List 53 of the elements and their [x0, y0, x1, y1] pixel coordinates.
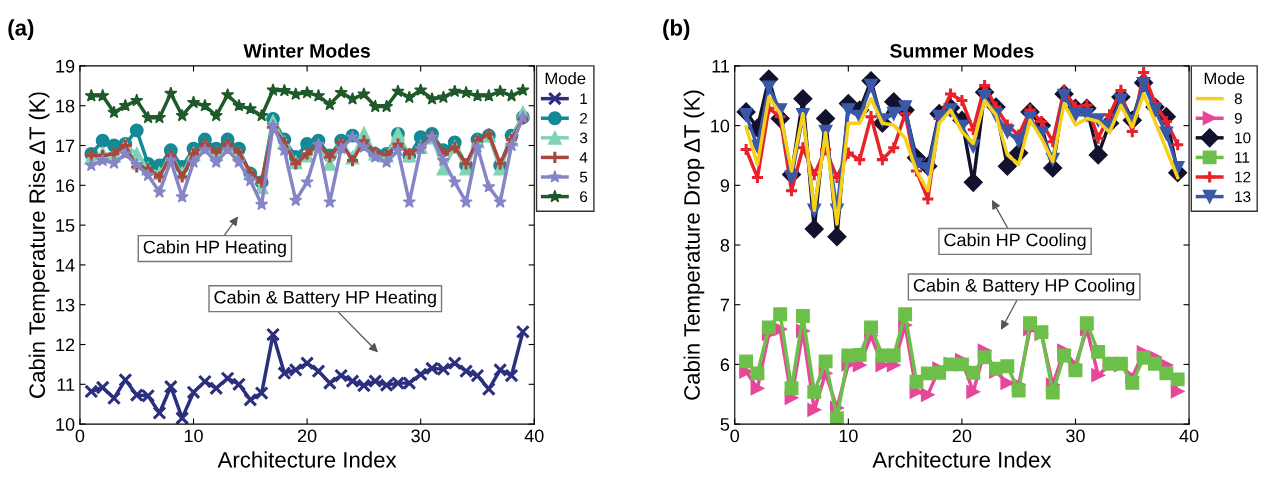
y-tick-label: 6	[720, 358, 730, 372]
legend-title: Mode	[545, 72, 586, 85]
y-tick-label: 7	[720, 298, 729, 312]
y-tick-label: 14	[56, 259, 75, 272]
annotation: Cabin & Battery HP Heating	[214, 290, 436, 308]
x-tick-label: 20	[297, 429, 317, 443]
x-axis-title: Architecture Index	[872, 451, 1052, 468]
x-tick-label: 30	[1066, 429, 1085, 443]
y-tick-label: 11	[57, 378, 75, 391]
x-tick-label: 40	[1179, 429, 1199, 443]
legend-label: 2	[580, 112, 588, 124]
legend-label: 4	[579, 152, 588, 163]
annotation: Cabin HP Cooling	[944, 233, 1086, 250]
x-tick-label: 30	[411, 429, 431, 443]
legend-label: 6	[580, 191, 588, 203]
x-tick-label: 0	[75, 429, 85, 443]
y-axis-title: Cabin Temperature Drop ΔT (K)	[683, 90, 705, 400]
y-tick-label: 9	[720, 179, 730, 193]
chart-title: Winter Modes	[243, 43, 370, 58]
legend-label: 10	[1235, 132, 1251, 144]
y-tick-label: 13	[56, 298, 75, 312]
legend-label: 13	[1235, 191, 1251, 203]
legend-label: 12	[1235, 171, 1251, 183]
y-tick-label: 11	[712, 60, 730, 73]
y-tick-label: 10	[711, 119, 730, 133]
x-tick-label: 20	[952, 429, 972, 443]
y-tick-label: 12	[56, 338, 75, 352]
x-tick-label: 10	[184, 429, 203, 443]
annotation: Cabin & Battery HP Cooling	[913, 278, 1135, 296]
legend-label: 3	[579, 132, 588, 144]
y-tick-label: 15	[56, 219, 75, 232]
text: (a)	[8, 19, 34, 41]
annotation: Cabin HP Heating	[143, 240, 286, 258]
y-tick-label: 8	[720, 238, 730, 252]
x-axis-title: Architecture Index	[217, 451, 397, 468]
legend-label: 9	[1234, 112, 1242, 124]
legend-label: 11	[1235, 152, 1250, 163]
y-tick-label: 16	[56, 179, 75, 193]
y-tick-label: 19	[56, 59, 75, 73]
legend-label: 5	[579, 171, 588, 183]
y-tick-label: 10	[56, 418, 75, 431]
x-tick-label: 0	[730, 429, 740, 443]
x-tick-label: 40	[524, 429, 544, 443]
y-tick-label: 17	[56, 139, 75, 153]
legend-label: 1	[580, 93, 588, 104]
legend-title: Mode	[1204, 72, 1245, 85]
y-tick-label: 5	[720, 418, 730, 431]
x-tick-label: 10	[839, 429, 858, 443]
y-tick-label: 18	[56, 99, 75, 113]
y-axis-title: Cabin Temperature Rise ΔT (K)	[28, 92, 50, 398]
text: (b)	[663, 19, 690, 41]
chart-title: Summer Modes	[890, 43, 1034, 58]
legend-label: 8	[1234, 93, 1242, 105]
